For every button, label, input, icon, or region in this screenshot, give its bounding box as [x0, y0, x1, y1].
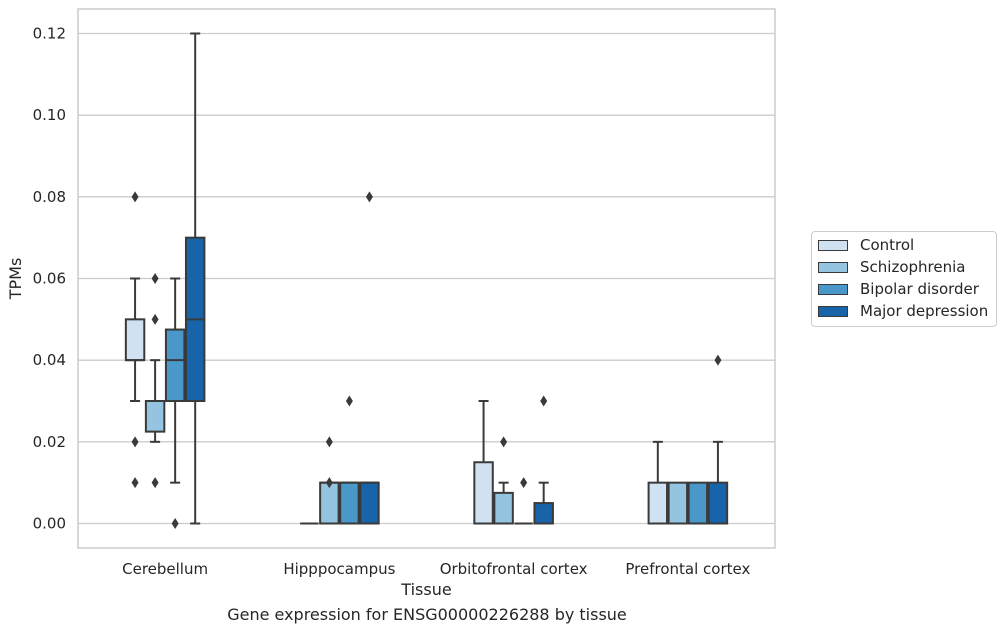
- outlier-point: [365, 191, 373, 203]
- box-iqr: [164, 328, 186, 402]
- y-tick-label: 0.08: [33, 188, 66, 206]
- box-iqr: [707, 481, 729, 525]
- legend-item: Control: [818, 235, 914, 255]
- box-iqr: [359, 481, 380, 525]
- box-major-depression: [707, 354, 729, 525]
- plot-area-frame: [77, 8, 776, 549]
- legend-label: Bipolar disorder: [860, 280, 979, 298]
- outlier-point: [500, 436, 508, 448]
- box-major-depression: [184, 32, 206, 525]
- y-tick-label: 0.06: [33, 270, 66, 288]
- y-tick-label: 0.04: [33, 351, 66, 369]
- legend-label: Schizophrenia: [860, 258, 966, 276]
- x-tick-label: Hipppocampus: [283, 560, 395, 578]
- box-iqr: [473, 461, 494, 525]
- outlier-point: [325, 436, 333, 448]
- y-axis-label: TPMs: [6, 258, 25, 301]
- box-iqr: [687, 481, 709, 525]
- y-tick-labels: 0.00 0.02 0.04 0.06 0.08 0.10 0.12: [33, 25, 66, 533]
- x-tick-label: Prefrontal cortex: [625, 560, 750, 578]
- chart-caption: Gene expression for ENSG00000226288 by t…: [227, 605, 627, 624]
- x-tick-label: Orbitofrontal cortex: [440, 560, 588, 578]
- legend-item: Major depression: [818, 301, 988, 321]
- box-bipolar-disorder: [339, 395, 360, 525]
- box-control: [124, 191, 146, 489]
- outlier-point: [151, 313, 159, 325]
- legend-label: Major depression: [860, 302, 989, 320]
- outlier-point: [714, 354, 722, 366]
- gridlines: [78, 32, 775, 525]
- legend-item: Schizophrenia: [818, 257, 965, 277]
- legend-swatch: [818, 261, 848, 273]
- x-axis-label: Tissue: [400, 580, 451, 599]
- box-bipolar-disorder: [687, 481, 709, 525]
- outlier-point: [540, 395, 548, 407]
- outlier-point: [131, 191, 139, 203]
- box-iqr: [493, 491, 514, 525]
- outlier-point: [325, 477, 333, 489]
- legend-swatch: [818, 239, 848, 251]
- legend-swatch: [818, 283, 848, 295]
- box-iqr: [144, 400, 166, 433]
- y-tick-label: 0.00: [33, 515, 66, 533]
- box-iqr: [124, 318, 146, 362]
- outlier-point: [151, 273, 159, 284]
- box-bipolar-disorder: [514, 477, 533, 525]
- y-tick-label: 0.12: [33, 25, 66, 43]
- box-bipolar-disorder: [164, 277, 186, 529]
- outlier-point: [345, 395, 353, 407]
- box-schizophrenia: [667, 481, 689, 525]
- x-tick-label: Cerebellum: [122, 560, 208, 578]
- legend-swatch: [818, 305, 848, 317]
- box-iqr: [533, 502, 554, 525]
- box-major-depression: [533, 395, 554, 525]
- x-tick-labels: Cerebellum Hipppocampus Orbitofrontal cort…: [122, 560, 750, 578]
- box-schizophrenia: [493, 436, 514, 525]
- box-iqr: [339, 481, 360, 525]
- outlier-point: [520, 477, 528, 489]
- outlier-point: [131, 477, 139, 489]
- box-control: [473, 400, 494, 525]
- box-major-depression: [359, 191, 380, 525]
- box-control: [647, 440, 669, 525]
- box-iqr: [647, 481, 669, 525]
- outlier-point: [131, 436, 139, 448]
- box-series: [124, 32, 729, 529]
- outlier-point: [151, 477, 159, 489]
- legend-item: Bipolar disorder: [818, 279, 979, 299]
- y-tick-label: 0.02: [33, 433, 66, 451]
- box-iqr: [667, 481, 689, 525]
- y-tick-label: 0.10: [33, 106, 66, 124]
- box-schizophrenia: [144, 273, 166, 489]
- legend: Control Schizophrenia Bipolar disorder Majo…: [811, 231, 997, 327]
- legend-label: Control: [860, 236, 915, 254]
- outlier-point: [171, 518, 179, 529]
- box-schizophrenia: [319, 436, 340, 525]
- box-iqr: [319, 481, 340, 525]
